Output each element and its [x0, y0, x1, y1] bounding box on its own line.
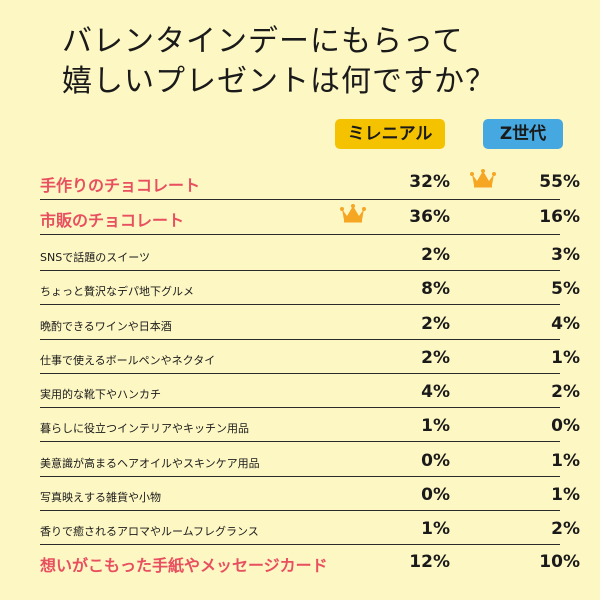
row-divider: [40, 476, 560, 477]
row-divider: [40, 373, 560, 374]
millennial-value: 2%: [421, 314, 450, 334]
genz-value: 1%: [551, 485, 580, 505]
genz-value: 10%: [539, 552, 580, 572]
millennial-value: 2%: [421, 348, 450, 368]
millennial-value: 8%: [421, 279, 450, 299]
genz-value: 2%: [551, 382, 580, 402]
genz-value: 3%: [551, 245, 580, 265]
row-label: 想いがこもった手紙やメッセージカード: [40, 556, 328, 575]
millennial-value: 0%: [421, 485, 450, 505]
crown-icon: [340, 204, 366, 223]
row-label: 市販のチョコレート: [40, 211, 185, 230]
genz-value: 1%: [551, 348, 580, 368]
title-line-1: バレンタインデーにもらって: [62, 24, 464, 59]
row-label: ちょっと贅沢なデパ地下グルメ: [40, 285, 194, 298]
row-divider: [40, 304, 560, 305]
millennial-value: 36%: [409, 207, 450, 227]
millennial-value: 4%: [421, 382, 450, 402]
column-header-genz: Z世代: [483, 119, 563, 149]
genz-value: 0%: [551, 416, 580, 436]
column-header-millennial: ミレニアル: [335, 119, 445, 149]
millennial-value: 0%: [421, 451, 450, 471]
millennial-value: 1%: [421, 416, 450, 436]
row-divider: [40, 441, 560, 442]
row-divider: [40, 339, 560, 340]
crown-icon: [470, 169, 496, 188]
genz-value: 4%: [551, 314, 580, 334]
row-divider: [40, 270, 560, 271]
row-label: 美意識が高まるヘアオイルやスキンケア用品: [40, 457, 260, 470]
row-divider: [40, 407, 560, 408]
row-divider: [40, 199, 560, 200]
row-label: 写真映えする雑貨や小物: [40, 491, 161, 504]
row-divider: [40, 544, 560, 545]
title-line-2: 嬉しいプレゼントは何ですか？: [62, 64, 496, 99]
millennial-value: 2%: [421, 245, 450, 265]
genz-value: 2%: [551, 519, 580, 539]
page-title: バレンタインデーにもらって 嬉しいプレゼントは何ですか？: [62, 22, 562, 102]
row-label: 仕事で使えるボールペンやネクタイ: [40, 354, 216, 367]
genz-value: 5%: [551, 279, 580, 299]
row-label: 晩酌できるワインや日本酒: [40, 320, 172, 333]
genz-value: 55%: [539, 172, 580, 192]
row-label: SNSで話題のスイーツ: [40, 251, 150, 264]
row-label: 実用的な靴下やハンカチ: [40, 388, 161, 401]
row-label: 香りで癒されるアロマやルームフレグランス: [40, 525, 259, 538]
genz-value: 16%: [539, 207, 580, 227]
row-divider: [40, 510, 560, 511]
genz-value: 1%: [551, 451, 580, 471]
row-divider: [40, 234, 560, 235]
millennial-value: 12%: [409, 552, 450, 572]
row-label: 手作りのチョコレート: [40, 176, 201, 195]
millennial-value: 32%: [409, 172, 450, 192]
millennial-value: 1%: [421, 519, 450, 539]
row-label: 暮らしに役立つインテリアやキッチン用品: [40, 422, 249, 435]
